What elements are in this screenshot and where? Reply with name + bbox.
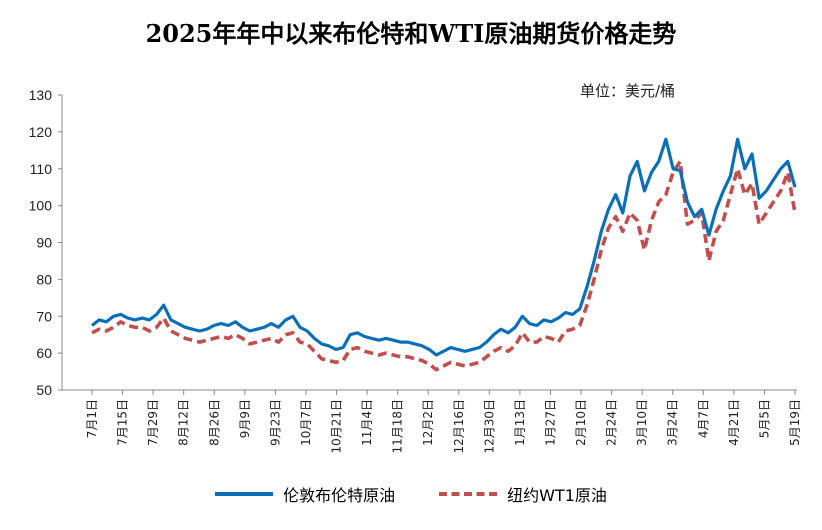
legend-swatch-wti bbox=[439, 492, 498, 496]
x-tick-label: 7月1日 bbox=[85, 399, 99, 438]
legend: 伦敦布伦特原油 纽约WT1原油 bbox=[0, 482, 822, 506]
legend-item-wti: 纽约WT1原油 bbox=[439, 482, 607, 506]
line-chart: 50 60 70 80 90 100 110 120 130 7月1日 7月15日 7月29日 8月1… bbox=[29, 87, 802, 454]
legend-swatch-brent bbox=[215, 492, 274, 496]
chart-title: 2025年年中以来布伦特和WTI原油期货价格走势 bbox=[145, 19, 677, 48]
x-tick-label: 10月21日 bbox=[330, 399, 344, 454]
y-tick-label: 70 bbox=[36, 308, 52, 324]
x-tick-label: 3月10日 bbox=[635, 399, 649, 446]
y-tick-label: 50 bbox=[36, 382, 52, 398]
x-tick-label: 12月16日 bbox=[452, 399, 466, 454]
x-tick-label: 3月24日 bbox=[666, 399, 680, 446]
unit-label: 单位：美元/桶 bbox=[580, 82, 676, 100]
y-tick-label: 80 bbox=[36, 271, 52, 287]
x-tick-label: 9月23日 bbox=[268, 399, 282, 446]
x-tick-label: 9月9日 bbox=[238, 399, 252, 438]
x-tick-label: 10月7日 bbox=[299, 399, 313, 446]
x-tick-label: 8月12日 bbox=[177, 399, 191, 446]
x-tick-label: 12月30日 bbox=[482, 399, 496, 454]
x-tick-label: 4月7日 bbox=[696, 399, 710, 438]
x-tick-label: 11月18日 bbox=[391, 399, 405, 454]
x-tick-label: 8月26日 bbox=[207, 399, 221, 446]
y-tick-label: 90 bbox=[36, 235, 52, 251]
legend-label-brent: 伦敦布伦特原油 bbox=[283, 486, 396, 505]
y-axis-ticks: 50 60 70 80 90 100 110 120 130 bbox=[29, 87, 62, 398]
axes bbox=[61, 95, 797, 391]
series-line-wti bbox=[91, 159, 797, 372]
x-tick-label: 5月5日 bbox=[757, 399, 771, 438]
x-tick-label: 11月4日 bbox=[360, 399, 374, 446]
x-tick-label: 7月29日 bbox=[146, 399, 160, 446]
x-tick-label: 1月27日 bbox=[543, 399, 557, 446]
x-tick-label: 1月13日 bbox=[513, 399, 527, 446]
y-tick-label: 120 bbox=[29, 124, 53, 140]
x-tick-label: 2月24日 bbox=[605, 399, 619, 446]
x-tick-label: 5月19日 bbox=[788, 399, 802, 446]
x-tick-label: 4月21日 bbox=[727, 399, 741, 446]
y-tick-label: 130 bbox=[29, 87, 53, 103]
legend-label-wti: 纽约WT1原油 bbox=[507, 486, 607, 505]
y-tick-label: 100 bbox=[29, 198, 53, 214]
series-lines bbox=[91, 137, 797, 372]
x-axis-ticks: 7月1日 7月15日 7月29日 8月12日 8月26日 9月9日 9月23日 10月7日 10… bbox=[85, 390, 802, 454]
x-tick-label: 12月2日 bbox=[421, 399, 435, 446]
x-tick-label: 7月15日 bbox=[116, 399, 130, 446]
y-tick-label: 60 bbox=[36, 345, 52, 361]
legend-item-brent: 伦敦布伦特原油 bbox=[215, 482, 395, 506]
y-tick-label: 110 bbox=[30, 161, 53, 177]
x-tick-label: 2月10日 bbox=[574, 399, 588, 446]
series-line-brent bbox=[91, 137, 797, 357]
